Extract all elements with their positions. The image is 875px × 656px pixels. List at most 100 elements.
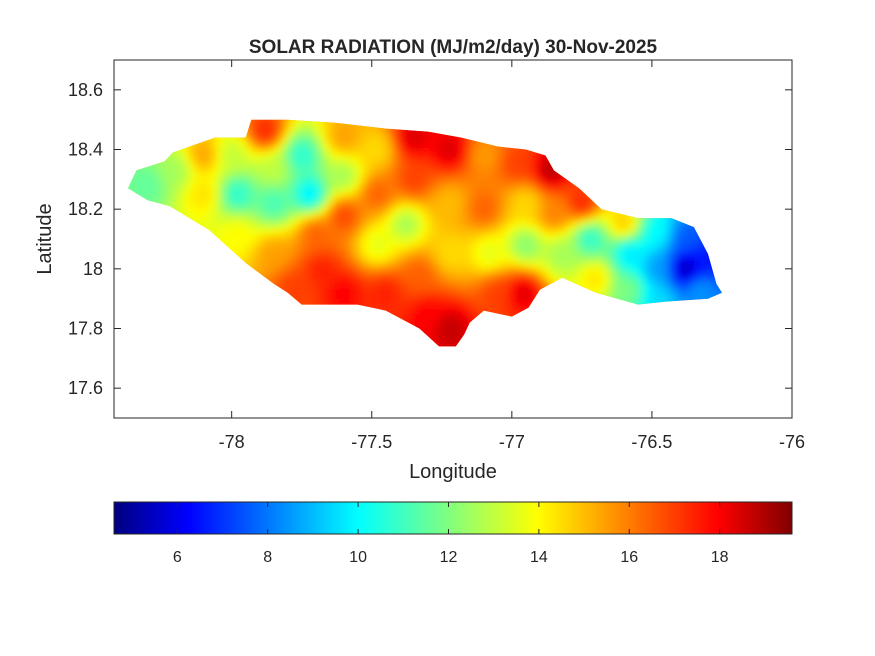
field-cell — [219, 233, 226, 240]
field-cell — [304, 119, 311, 125]
field-cell — [399, 268, 406, 275]
field-cell — [594, 218, 601, 225]
field-cell — [629, 233, 636, 240]
field-cell — [494, 148, 501, 155]
field-cell — [624, 248, 631, 255]
field-cell — [479, 188, 486, 195]
field-cell — [389, 188, 396, 195]
field-cell — [544, 213, 551, 220]
field-cell — [559, 273, 566, 280]
field-cell — [579, 203, 586, 210]
field-cell — [159, 163, 166, 170]
field-cell — [194, 198, 201, 205]
field-cell — [424, 258, 431, 265]
field-cell — [339, 213, 346, 220]
field-cell — [384, 183, 391, 190]
field-cell — [519, 298, 526, 305]
field-cell — [354, 158, 361, 165]
field-cell — [324, 203, 331, 210]
field-cell — [239, 203, 246, 210]
field-cell — [444, 228, 451, 235]
field-cell — [659, 243, 666, 250]
field-cell — [354, 178, 361, 185]
field-cell — [514, 208, 521, 215]
field-cell — [344, 293, 351, 300]
field-cell — [164, 158, 171, 165]
field-cell — [674, 288, 681, 295]
field-cell — [394, 248, 401, 255]
field-cell — [369, 163, 376, 170]
field-cell — [424, 138, 431, 145]
field-cell — [554, 233, 561, 240]
field-cell — [379, 128, 386, 135]
field-cell — [249, 178, 256, 185]
field-cell — [434, 313, 441, 320]
field-cell — [504, 288, 511, 295]
field-cell — [549, 273, 556, 280]
field-cell — [474, 188, 481, 195]
field-cell — [279, 273, 286, 280]
field-cell — [254, 128, 261, 135]
field-cell — [684, 248, 691, 255]
field-cell — [679, 258, 686, 265]
field-cell — [374, 298, 381, 305]
field-cell — [529, 148, 536, 155]
field-cell — [459, 193, 466, 200]
field-cell — [324, 178, 331, 185]
field-cell — [194, 143, 201, 150]
field-cell — [339, 283, 346, 290]
field-cell — [334, 178, 341, 185]
field-cell — [474, 138, 481, 145]
field-cell — [624, 228, 631, 235]
field-cell — [479, 163, 486, 170]
field-cell — [184, 203, 191, 210]
field-cell — [424, 213, 431, 220]
field-cell — [384, 163, 391, 170]
field-cell — [574, 248, 581, 255]
field-cell — [439, 263, 446, 270]
field-cell — [494, 253, 501, 260]
field-cell — [369, 188, 376, 195]
field-cell — [384, 193, 391, 200]
field-cell — [334, 288, 341, 295]
field-cell — [254, 243, 261, 250]
field-cell — [304, 243, 311, 250]
field-cell — [494, 198, 501, 205]
field-cell — [499, 303, 506, 310]
field-cell — [394, 293, 401, 300]
field-cell — [684, 228, 691, 235]
field-cell — [364, 178, 371, 185]
field-cell — [279, 143, 286, 150]
field-cell — [669, 288, 676, 295]
field-cell — [484, 253, 491, 260]
field-cell — [294, 188, 301, 195]
field-cell — [674, 253, 681, 260]
field-cell — [439, 178, 446, 185]
field-cell — [594, 238, 601, 245]
field-cell — [169, 158, 176, 165]
field-cell — [519, 198, 526, 205]
field-cell — [539, 193, 546, 200]
field-cell — [304, 163, 311, 170]
field-cell — [244, 138, 251, 145]
field-cell — [404, 183, 411, 190]
field-cell — [604, 218, 611, 225]
field-cell — [144, 188, 151, 195]
field-cell — [414, 248, 421, 255]
field-cell — [459, 163, 466, 170]
field-cell — [264, 228, 271, 235]
field-cell — [134, 173, 141, 180]
field-cell — [239, 218, 246, 225]
field-cell — [394, 263, 401, 270]
field-cell — [284, 158, 291, 165]
field-cell — [564, 223, 571, 230]
field-cell — [299, 128, 306, 135]
field-cell — [504, 223, 511, 230]
field-cell — [554, 208, 561, 215]
field-cell — [459, 298, 466, 305]
field-cell — [699, 283, 706, 290]
field-cell — [684, 288, 691, 295]
field-cell — [364, 233, 371, 240]
field-cell — [449, 173, 456, 180]
